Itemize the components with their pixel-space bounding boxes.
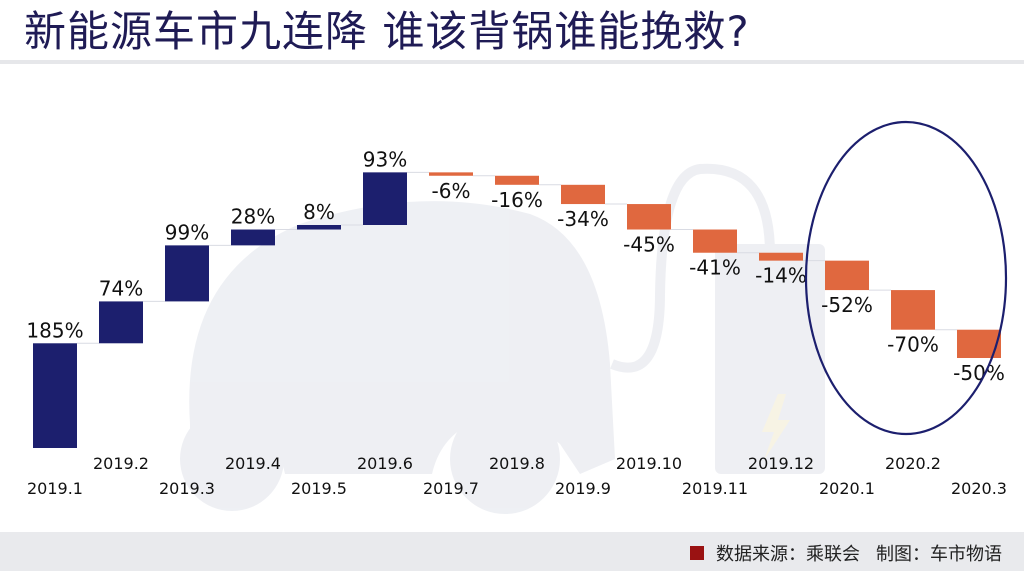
bar-2019.5 xyxy=(297,224,341,230)
bar-2020.2 xyxy=(891,290,935,330)
bar-2019.2 xyxy=(99,301,143,344)
bar-2019.4 xyxy=(231,229,275,246)
data-label-2019.9: -34% xyxy=(557,207,609,231)
tick-label-2019.11: 2019.11 xyxy=(682,479,748,498)
charging-cable xyxy=(610,163,775,373)
highlight-ellipse xyxy=(804,120,1008,436)
data-label-2019.4: 28% xyxy=(231,205,275,229)
data-label-2019.11: -41% xyxy=(689,256,741,280)
tick-label-2020.1: 2020.1 xyxy=(819,479,875,498)
bar-2019.12 xyxy=(759,252,803,261)
header: 新能源车市九连降 谁该背锅谁能挽救? xyxy=(0,0,1024,62)
data-label-2019.12: -14% xyxy=(755,264,807,288)
tick-label-2019.4: 2019.4 xyxy=(225,454,281,473)
tick-label-2019.10: 2019.10 xyxy=(616,454,682,473)
page-title: 新能源车市九连降 谁该背锅谁能挽救? xyxy=(24,7,750,56)
bar-2019.10 xyxy=(627,204,671,230)
background-illustration xyxy=(180,163,825,514)
tick-label-2019.7: 2019.7 xyxy=(423,479,479,498)
car-wheel-front xyxy=(180,407,284,511)
data-label-2019.2: 74% xyxy=(99,276,143,300)
tick-label-2020.3: 2020.3 xyxy=(951,479,1007,498)
tick-label-2020.2: 2020.2 xyxy=(885,454,941,473)
bar-2019.1 xyxy=(33,343,77,448)
chart-credit: 制图：车市物语 xyxy=(876,544,1002,565)
source-marker xyxy=(690,546,704,560)
data-label-2020.1: -52% xyxy=(821,293,873,317)
data-label-2019.5: 8% xyxy=(303,200,335,224)
data-label-2019.1: 185% xyxy=(26,318,83,342)
car-silhouette xyxy=(189,201,615,474)
car-wheel-rear xyxy=(450,404,560,514)
tick-label-2019.3: 2019.3 xyxy=(159,479,215,498)
data-label-2019.7: -6% xyxy=(432,179,471,203)
footer: 数据来源：乘联会 制图：车市物语 xyxy=(0,532,1024,571)
bar-2019.3 xyxy=(165,245,209,302)
data-label-2019.10: -45% xyxy=(623,233,675,257)
bar-2019.9 xyxy=(561,184,605,205)
charger-station xyxy=(715,244,825,474)
bar-2019.7 xyxy=(429,172,473,176)
tick-label-2019.1: 2019.1 xyxy=(27,479,83,498)
bar-2020.1 xyxy=(825,260,869,291)
tick-label-2019.2: 2019.2 xyxy=(93,454,149,473)
tick-label-2019.9: 2019.9 xyxy=(555,479,611,498)
title-divider xyxy=(0,60,1024,64)
bar-2019.6 xyxy=(363,172,407,225)
tick-label-2019.8: 2019.8 xyxy=(489,454,545,473)
source-note: 数据来源：乘联会 制图：车市物语 xyxy=(690,540,1002,566)
data-label-2020.2: -70% xyxy=(887,333,939,357)
data-source: 数据来源：乘联会 xyxy=(716,544,860,565)
data-label-2019.6: 93% xyxy=(363,147,407,171)
lightning-icon xyxy=(762,394,790,460)
bar-2019.8 xyxy=(495,175,539,185)
waterfall-chart: 185% 2019.1 74% 2019.2 99% 2019.3 28% 2019.4 8% 2… xyxy=(26,120,1008,514)
data-label-2019.8: -16% xyxy=(491,188,543,212)
bar-2019.11 xyxy=(693,229,737,253)
tick-label-2019.6: 2019.6 xyxy=(357,454,413,473)
data-label-2020.3: -50% xyxy=(953,361,1005,385)
tick-label-2019.12: 2019.12 xyxy=(748,454,814,473)
tick-label-2019.5: 2019.5 xyxy=(291,479,347,498)
data-label-2019.3: 99% xyxy=(165,220,209,244)
